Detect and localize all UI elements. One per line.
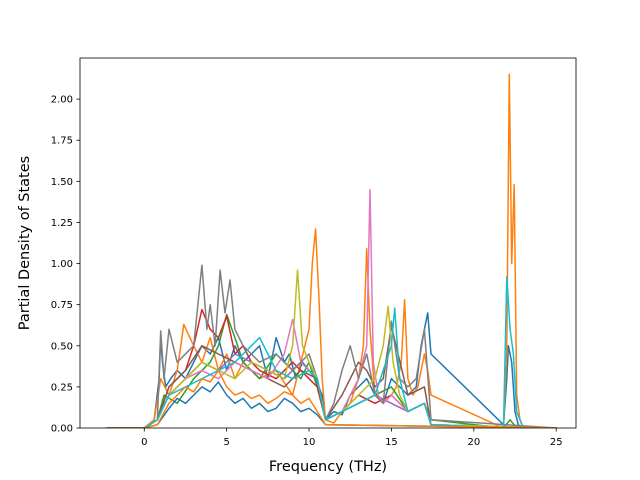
y-axis-label: Partial Density of States bbox=[17, 156, 33, 330]
y-tick-label: 0.50 bbox=[51, 341, 73, 352]
y-tick-label: 1.00 bbox=[51, 259, 73, 270]
x-tick-label: 5 bbox=[223, 437, 229, 448]
y-axis: 0.00 0.25 0.50 0.75 1.00 1.25 1.50 1.75 2.00 bbox=[51, 95, 80, 435]
x-tick-label: 0 bbox=[141, 437, 147, 448]
series-line-12 bbox=[106, 369, 557, 428]
x-tick-label: 10 bbox=[303, 437, 316, 448]
y-tick-label: 1.75 bbox=[51, 136, 73, 147]
y-tick-label: 2.00 bbox=[51, 95, 73, 106]
series-line-11 bbox=[106, 381, 557, 428]
x-axis-label: Frequency (THz) bbox=[269, 459, 387, 475]
y-tick-label: 0.25 bbox=[51, 382, 73, 393]
y-tick-label: 0.75 bbox=[51, 300, 73, 311]
series-line-8 bbox=[106, 264, 557, 428]
series-line-4 bbox=[106, 308, 557, 428]
series-line-10 bbox=[106, 275, 557, 428]
x-axis: 0 5 10 15 20 25 bbox=[141, 428, 563, 448]
y-tick-label: 0.00 bbox=[51, 424, 73, 435]
plot-frame bbox=[79, 57, 577, 429]
x-tick-label: 15 bbox=[385, 437, 398, 448]
series-layer bbox=[106, 73, 557, 428]
y-tick-label: 1.50 bbox=[51, 177, 73, 188]
x-tick-label: 25 bbox=[550, 437, 563, 448]
y-tick-label: 1.25 bbox=[51, 218, 73, 229]
x-tick-label: 20 bbox=[467, 437, 480, 448]
series-line-9 bbox=[106, 269, 557, 428]
